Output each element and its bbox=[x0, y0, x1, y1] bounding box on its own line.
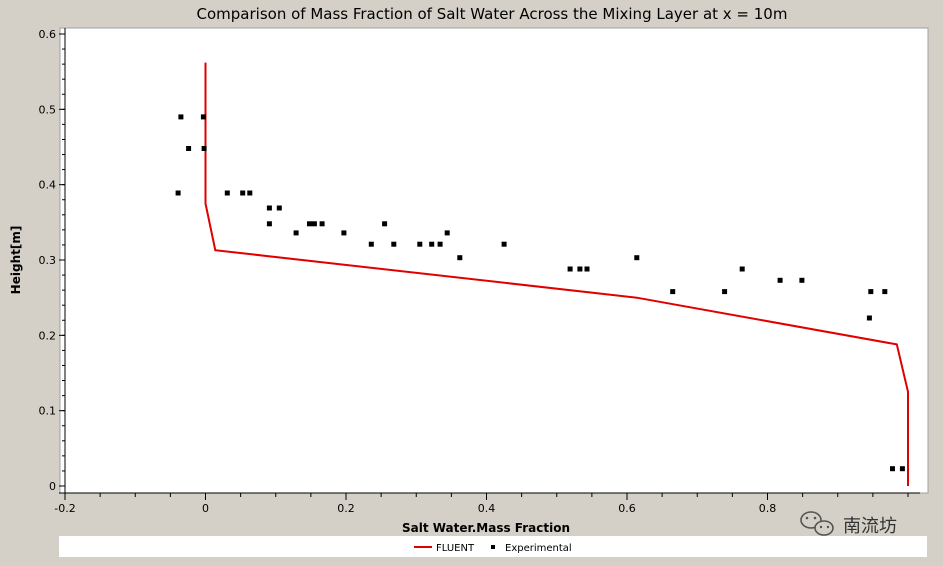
experimental-point bbox=[417, 241, 423, 247]
y-tick-label: 0.1 bbox=[39, 405, 57, 418]
experimental-point bbox=[584, 266, 590, 272]
experimental-point bbox=[670, 289, 676, 295]
fluent-line bbox=[204, 62, 909, 486]
x-tick-label: 0 bbox=[202, 502, 209, 515]
experimental-point bbox=[634, 255, 640, 261]
experimental-point bbox=[444, 230, 450, 236]
experimental-point bbox=[200, 114, 206, 120]
experimental-point bbox=[201, 146, 207, 151]
experimental-point bbox=[777, 277, 783, 283]
y-tick-label: 0.6 bbox=[39, 28, 57, 41]
experimental-point bbox=[307, 221, 312, 227]
experimental-point bbox=[567, 266, 573, 272]
legend-experimental-swatch bbox=[491, 545, 495, 549]
experimental-point bbox=[866, 315, 872, 321]
y-axis-title: Height[m] bbox=[9, 226, 23, 295]
experimental-point bbox=[266, 221, 272, 227]
experimental-point bbox=[799, 277, 805, 283]
experimental-point bbox=[437, 241, 443, 247]
experimental-point bbox=[276, 205, 282, 211]
plot-area bbox=[59, 27, 929, 494]
experimental-point bbox=[722, 289, 728, 295]
experimental-point bbox=[890, 466, 895, 472]
y-tick-label: 0.5 bbox=[39, 103, 57, 116]
x-tick-label: 0.8 bbox=[759, 502, 777, 515]
experimental-point bbox=[311, 221, 317, 227]
experimental-point bbox=[247, 190, 253, 196]
watermark-text: 南流坊 bbox=[843, 516, 897, 537]
x-tick-label: -0.2 bbox=[54, 502, 75, 515]
experimental-point bbox=[391, 241, 397, 247]
experimental-point bbox=[240, 190, 246, 196]
y-tick-label: 0 bbox=[49, 480, 56, 493]
experimental-point bbox=[319, 221, 325, 227]
experimental-point bbox=[899, 466, 905, 472]
experimental-point bbox=[186, 146, 192, 151]
experimental-point bbox=[175, 190, 181, 196]
x-axis: -0.2 0 0.2 0.4 0.6 0.8 bbox=[54, 493, 909, 515]
x-tick-label: 0.6 bbox=[618, 502, 636, 515]
y-tick-label: 0.2 bbox=[39, 329, 57, 342]
x-axis-title: Salt Water.Mass Fraction bbox=[402, 521, 570, 535]
experimental-point bbox=[882, 289, 888, 295]
series-layer bbox=[175, 62, 909, 486]
chart-title: Comparison of Mass Fraction of Salt Wate… bbox=[197, 5, 788, 23]
experimental-point bbox=[868, 289, 874, 295]
y-tick-label: 0.4 bbox=[39, 179, 57, 192]
watermark: 南流坊 bbox=[800, 511, 897, 537]
y-axis: 0 0.1 0.2 0.3 0.4 0.5 0.6 bbox=[39, 28, 65, 493]
legend: FLUENT Experimental bbox=[59, 536, 927, 557]
wechat-icon bbox=[800, 511, 834, 536]
experimental-point bbox=[293, 230, 299, 236]
x-tick-label: 0.2 bbox=[337, 502, 355, 515]
experimental-point bbox=[224, 190, 230, 196]
experimental-point bbox=[368, 241, 374, 247]
legend-experimental-label: Experimental bbox=[505, 543, 572, 554]
experimental-point bbox=[429, 241, 435, 247]
legend-fluent-label: FLUENT bbox=[436, 543, 475, 554]
experimental-point bbox=[266, 205, 272, 211]
experimental-point bbox=[382, 221, 388, 227]
experimental-point bbox=[341, 230, 347, 236]
experimental-point bbox=[178, 114, 184, 120]
y-tick-label: 0.3 bbox=[39, 254, 57, 267]
x-tick-label: 0.4 bbox=[478, 502, 496, 515]
experimental-point bbox=[577, 266, 583, 272]
experimental-point bbox=[501, 241, 507, 247]
experimental-point bbox=[739, 266, 745, 272]
experimental-point bbox=[457, 255, 463, 261]
